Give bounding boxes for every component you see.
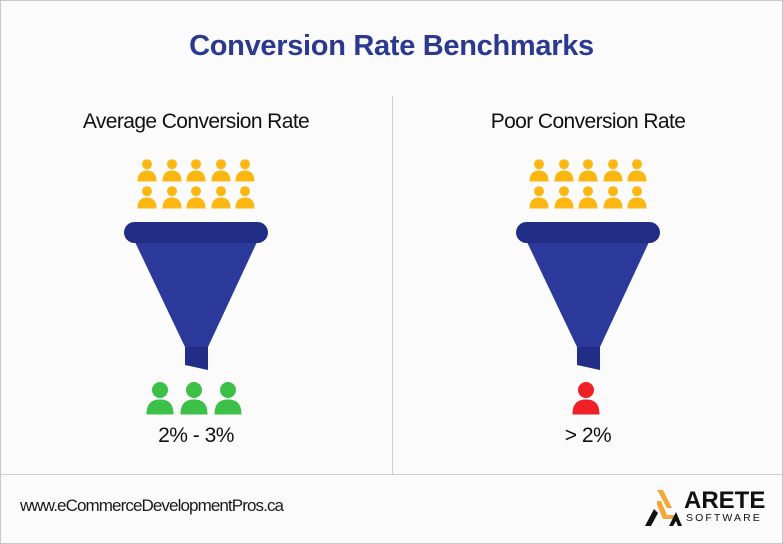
person-icon <box>186 159 206 182</box>
person-icon <box>137 186 157 209</box>
website-url: www.eCommerceDevelopmentPros.ca <box>20 496 284 515</box>
person-icon-green <box>214 382 242 415</box>
person-icon-green <box>146 382 174 415</box>
person-icon-green <box>180 382 208 415</box>
conversion-rate-value: 2% - 3% <box>158 424 234 447</box>
footer-divider <box>0 474 783 475</box>
converted-visitors <box>146 381 242 415</box>
logo-mark-icon <box>645 490 682 526</box>
person-icon <box>211 186 230 209</box>
person-icon <box>603 186 622 209</box>
crowd-visitors <box>527 158 650 209</box>
person-icon <box>162 186 181 209</box>
person-icon <box>554 159 573 182</box>
person-icon <box>529 159 549 182</box>
panel-divider <box>392 96 393 474</box>
person-icon <box>627 159 647 182</box>
logo-name: ARETE <box>684 487 766 514</box>
person-icon <box>603 159 622 182</box>
conversion-rate-value: > 2% <box>564 424 612 447</box>
person-icon <box>578 159 598 182</box>
funnel-icon <box>124 222 268 370</box>
person-icon <box>529 186 549 209</box>
person-icon <box>235 159 255 182</box>
person-icon <box>137 159 157 182</box>
panel-average-conversion: Average Conversion Rate 2% - 3% <box>0 0 392 474</box>
panel-title: Average Conversion Rate <box>82 110 310 133</box>
converted-visitors <box>572 381 600 415</box>
person-icon <box>235 186 255 209</box>
panel-title: Poor Conversion Rate <box>490 110 686 133</box>
funnel-icon <box>516 222 660 370</box>
person-icon <box>627 186 647 209</box>
person-icon <box>162 159 181 182</box>
crowd-visitors <box>135 158 258 209</box>
person-icon <box>578 186 598 209</box>
person-icon-red <box>572 382 600 415</box>
person-icon <box>554 186 573 209</box>
arete-software-logo: ARETE SOFTWARE <box>643 487 768 528</box>
page-title: Conversion Rate Benchmarks <box>189 30 594 62</box>
person-icon <box>211 159 230 182</box>
person-icon <box>186 186 206 209</box>
panel-poor-conversion: Poor Conversion Rate > 2% <box>392 0 783 474</box>
logo-subtitle: SOFTWARE <box>686 512 762 524</box>
